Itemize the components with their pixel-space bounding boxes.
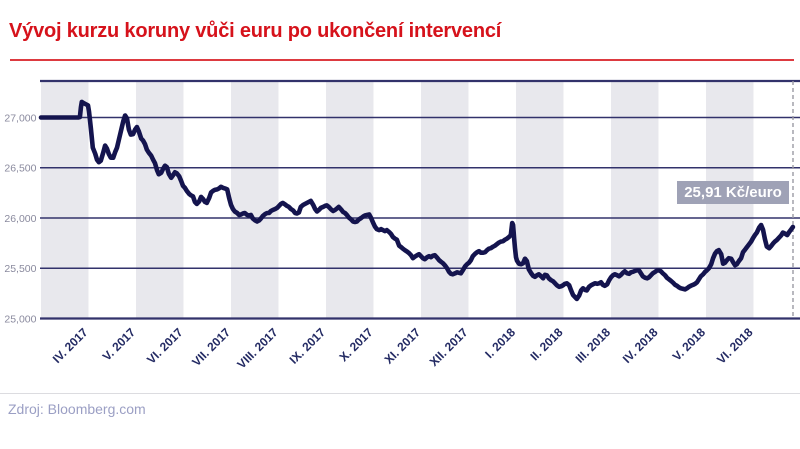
- x-tick-label: X. 2017: [336, 325, 375, 364]
- x-tick-label: VI. 2018: [714, 325, 756, 367]
- month-stripe: [611, 81, 659, 319]
- x-tick-label: VI. 2017: [144, 325, 186, 367]
- footer-divider: [0, 393, 800, 394]
- x-tick-label: IV. 2018: [620, 325, 661, 366]
- x-tick-label: VII. 2017: [189, 325, 233, 369]
- exchange-rate-line: [38, 99, 796, 302]
- x-tick-label: V. 2018: [670, 325, 709, 364]
- x-tick-label: VIII. 2017: [234, 325, 280, 371]
- x-tick-label: I. 2018: [482, 325, 518, 361]
- source-label: Zdroj: Bloomberg.com: [8, 401, 146, 417]
- x-tick-label: IV. 2017: [50, 325, 91, 366]
- month-stripe: [41, 81, 89, 319]
- y-tick-label: 26,000: [4, 213, 36, 225]
- x-tick-label: V. 2017: [100, 325, 139, 364]
- month-stripe: [231, 81, 279, 319]
- month-stripe: [421, 81, 469, 319]
- x-tick-label: XII. 2017: [427, 325, 471, 369]
- y-tick-label: 26,500: [4, 163, 36, 175]
- month-stripe: [326, 81, 374, 319]
- title-divider: [10, 59, 794, 61]
- y-tick-label: 25,500: [4, 263, 36, 275]
- x-tick-label: XI. 2017: [382, 325, 424, 367]
- page-title: Vývoj kurzu koruny vůči euru po ukončení…: [9, 20, 502, 42]
- x-tick-label: II. 2018: [527, 325, 565, 363]
- rate-callout: 25,91 Kč/euro: [677, 181, 789, 204]
- x-tick-label: IX. 2017: [287, 325, 329, 367]
- x-tick-label: III. 2018: [573, 325, 614, 366]
- month-stripe: [136, 81, 184, 319]
- month-stripe: [516, 81, 564, 319]
- y-tick-label: 27,000: [4, 112, 36, 124]
- y-tick-label: 25,000: [4, 313, 36, 325]
